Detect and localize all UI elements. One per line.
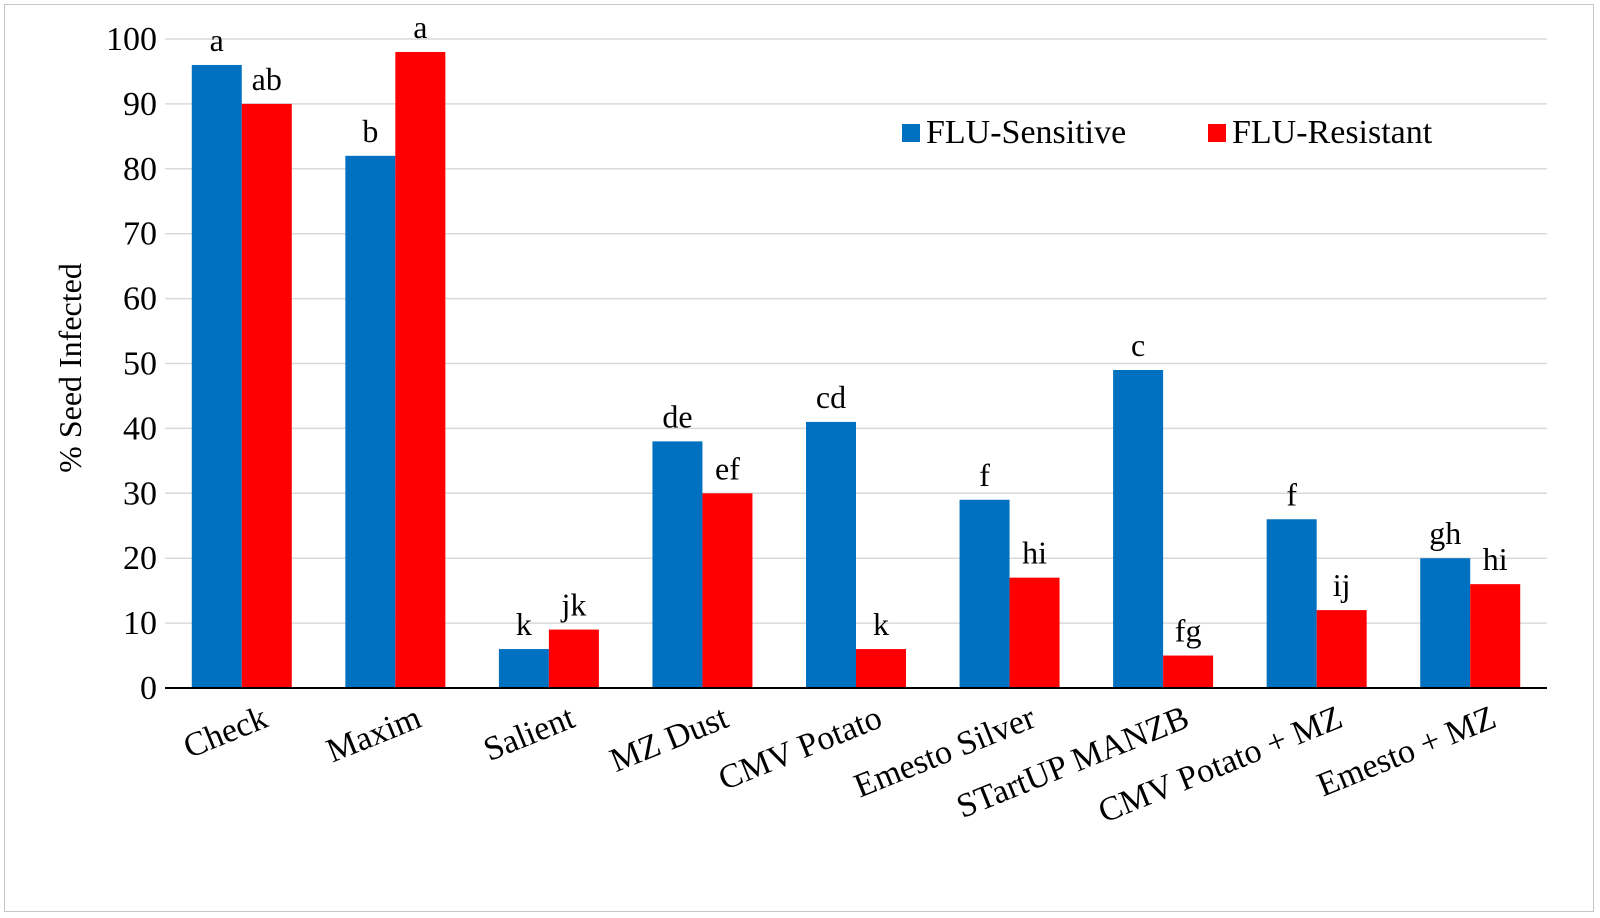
bar-resistant <box>1316 610 1367 688</box>
bar-resistant <box>395 51 446 689</box>
y-tick-label: 10 <box>123 605 157 642</box>
y-tick-label: 70 <box>123 216 157 253</box>
bar-resistant <box>856 649 906 688</box>
significance-label: ij <box>1333 567 1351 603</box>
bar-sensitive <box>652 441 703 688</box>
y-tick-labels: 0 10 20 30 40 50 60 70 80 90 100 <box>106 21 157 707</box>
y-tick-label: 20 <box>123 540 157 577</box>
y-tick-label: 60 <box>123 281 157 318</box>
bar-resistant <box>548 629 599 688</box>
legend-swatch <box>1208 124 1226 142</box>
significance-label: f <box>1286 476 1297 512</box>
x-tick-label: Emesto + MZ <box>1312 699 1501 804</box>
significance-label: de <box>662 398 692 434</box>
bar-resistant <box>1009 577 1060 688</box>
bar-sensitive <box>498 649 549 688</box>
bars <box>191 51 1521 689</box>
chart-frame: 0 10 20 30 40 50 60 70 80 90 100 Check Maxim Salient… <box>4 4 1594 912</box>
significance-label: b <box>362 113 378 149</box>
legend-label: FLU-Resistant <box>1232 114 1433 151</box>
bar-chart: 0 10 20 30 40 50 60 70 80 90 100 Check Maxim Salient… <box>52 9 1547 831</box>
y-tick-label: 100 <box>106 21 157 58</box>
significance-label: ef <box>715 450 740 486</box>
bar-sensitive <box>345 155 396 688</box>
y-tick-label: 80 <box>123 151 157 188</box>
significance-label: c <box>1131 327 1145 363</box>
bar-sensitive <box>806 421 856 688</box>
significance-label: cd <box>816 379 846 415</box>
y-axis-label: % Seed Infected <box>52 263 88 473</box>
significance-label: hi <box>1022 535 1047 571</box>
x-tick-label: Check <box>178 699 272 766</box>
significance-label: f <box>979 457 990 493</box>
bar-sensitive <box>1266 519 1317 688</box>
significance-label: fg <box>1175 613 1202 649</box>
x-tick-label: Maxim <box>321 699 426 770</box>
significance-label: ab <box>252 61 282 97</box>
significance-label: hi <box>1483 541 1508 577</box>
legend-label: FLU-Sensitive <box>926 114 1126 151</box>
bar-resistant <box>241 103 292 688</box>
significance-label: gh <box>1429 515 1461 551</box>
bar-resistant <box>1163 655 1214 688</box>
y-tick-label: 0 <box>140 670 157 707</box>
y-tick-label: 40 <box>123 410 157 447</box>
legend: FLU-Sensitive FLU-Resistant <box>902 114 1433 151</box>
significance-label: k <box>516 606 532 642</box>
y-tick-label: 30 <box>123 475 157 512</box>
significance-label: a <box>210 22 224 58</box>
x-tick-label: Salient <box>478 699 580 769</box>
bar-resistant <box>702 493 753 688</box>
y-tick-label: 90 <box>123 86 157 123</box>
significance-label: k <box>873 606 889 642</box>
significance-label: jk <box>560 587 586 623</box>
significance-label: a <box>413 9 427 45</box>
bar-sensitive <box>191 64 242 688</box>
y-tick-label: 50 <box>123 346 157 383</box>
bar-resistant <box>1470 584 1521 688</box>
bar-sensitive <box>1420 558 1471 688</box>
bar-sensitive <box>959 499 1010 688</box>
legend-swatch <box>902 124 920 142</box>
bar-sensitive <box>1113 369 1164 688</box>
